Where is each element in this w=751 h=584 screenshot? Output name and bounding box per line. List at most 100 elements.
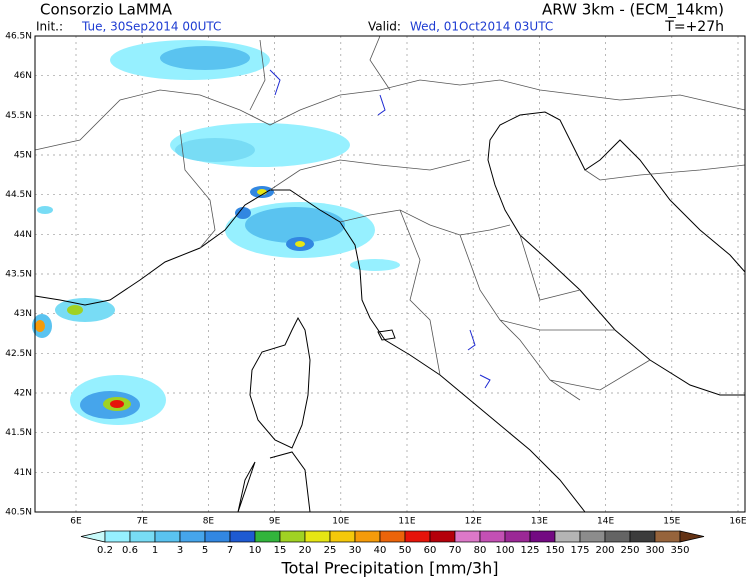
- colorbar: 0.2 0.6 1 3 5 7 10 15 20 25 30 40 50 60 70 80 100 125 150 1…: [80, 530, 705, 556]
- rain-area: [245, 207, 345, 243]
- rain-area: [295, 241, 305, 247]
- lon-label: 14E: [597, 517, 614, 527]
- lat-label: 42N: [14, 389, 32, 399]
- colorbar-label: 3: [177, 545, 183, 556]
- map-area: [32, 35, 746, 513]
- lon-label: 10E: [332, 517, 349, 527]
- lon-label: 7E: [136, 517, 148, 527]
- colorbar-swatch: [304, 530, 331, 543]
- graticule: [35, 36, 745, 512]
- lon-label: 12E: [465, 517, 482, 527]
- lat-label: 41.5N: [5, 428, 32, 438]
- rain-area: [67, 305, 83, 315]
- init-label: Init.:: [36, 20, 63, 34]
- colorbar-swatch: [604, 530, 631, 543]
- colorbar-label: 10: [249, 545, 262, 556]
- lon-label: 8E: [203, 517, 215, 527]
- lon-label: 11E: [398, 517, 415, 527]
- colorbar-swatch: [229, 530, 256, 543]
- rain-area: [235, 207, 251, 219]
- region-border: [269, 159, 651, 401]
- colorbar-label: 175: [570, 545, 589, 556]
- lat-label: 45N: [14, 151, 32, 161]
- lat-label: 44.5N: [5, 190, 32, 200]
- model-name: ARW 3km - (ECM_14km): [542, 1, 724, 20]
- map-frame: [34, 35, 746, 513]
- colorbar-label: 70: [449, 545, 462, 556]
- coastline-elba: [377, 329, 396, 341]
- colorbar-swatch: [454, 530, 481, 543]
- rain-area: [257, 189, 267, 195]
- rain-area: [37, 206, 53, 214]
- rain-area: [55, 298, 115, 322]
- colorbar-label: 250: [620, 545, 639, 556]
- colorbar-label: 15: [274, 545, 287, 556]
- colorbar-label: 5: [202, 545, 208, 556]
- precipitation: [32, 40, 400, 425]
- colorbar-label: 80: [474, 545, 487, 556]
- border: [249, 35, 746, 181]
- colorbar-swatch: [429, 530, 456, 543]
- header-title: Consorzio LaMMA: [40, 1, 173, 19]
- rain-area: [160, 46, 250, 70]
- border: [179, 129, 216, 249]
- lat-label: 46N: [14, 71, 32, 81]
- rain-area: [175, 138, 255, 162]
- lat-label: 44N: [14, 230, 32, 240]
- colorbar-label: 30: [349, 545, 362, 556]
- axis-labels: 46.5N 46N 45.5N 45N 44.5N 44N 43.5N 43N 42.5N 42N…: [5, 32, 747, 527]
- rain-area: [350, 259, 400, 271]
- colorbar-label: 40: [374, 545, 387, 556]
- colorbar-swatch: [254, 530, 281, 543]
- lat-label: 41N: [14, 468, 32, 478]
- lon-label: 6E: [70, 517, 82, 527]
- colorbar-swatch: [579, 530, 606, 543]
- valid-label: Valid:: [368, 20, 401, 34]
- colorbar-label: 1: [152, 545, 158, 556]
- colorbar-swatch: [629, 530, 656, 543]
- colorbar-label: 20: [299, 545, 312, 556]
- colorbar-swatch: [554, 530, 581, 543]
- rain-area: [35, 320, 45, 332]
- rain-area: [110, 400, 124, 408]
- lon-label: 16E: [729, 517, 746, 527]
- colorbar-swatch: [479, 530, 506, 543]
- colorbar-swatch: [104, 530, 131, 543]
- colorbar-swatch: [279, 530, 306, 543]
- lat-label: 46.5N: [5, 32, 32, 42]
- colorbar-label: 200: [595, 545, 614, 556]
- colorbar-swatch: [154, 530, 181, 543]
- colorbar-swatch: [379, 530, 406, 543]
- colorbar-label: 25: [324, 545, 337, 556]
- colorbar-swatch: [204, 530, 231, 543]
- lat-label: 43.5N: [5, 270, 32, 280]
- colorbar-swatch: [129, 530, 156, 543]
- colorbar-swatch: [329, 530, 356, 543]
- colorbar-label: 7: [227, 545, 233, 556]
- coastline-sardinia: [237, 451, 311, 513]
- colorbar-label: 0.6: [122, 545, 138, 556]
- colorbar-label: 50: [399, 545, 412, 556]
- init-time: Tue, 30Sep2014 00UTC: [81, 20, 221, 34]
- lake: [269, 69, 491, 389]
- colorbar-swatch: [354, 530, 381, 543]
- colorbar-swatch: [179, 530, 206, 543]
- lat-label: 45.5N: [5, 111, 32, 121]
- colorbar-label: 300: [645, 545, 664, 556]
- coastline-corsica: [249, 316, 311, 449]
- border: [34, 79, 746, 151]
- lon-label: 9E: [269, 517, 281, 527]
- lon-label: 15E: [663, 517, 680, 527]
- lead-time: T=+27h: [664, 19, 724, 35]
- colorbar-label: 0.2: [97, 545, 113, 556]
- lat-label: 42.5N: [5, 349, 32, 359]
- colorbar-label: 150: [545, 545, 564, 556]
- lon-label: 13E: [531, 517, 548, 527]
- colorbar-label: 100: [495, 545, 514, 556]
- colorbar-title: Total Precipitation [mm/3h]: [281, 559, 499, 578]
- colorbar-swatch: [529, 530, 556, 543]
- colorbar-label: 350: [670, 545, 689, 556]
- colorbar-end: [80, 530, 106, 543]
- colorbar-swatch: [404, 530, 431, 543]
- lat-label: 40.5N: [5, 508, 32, 518]
